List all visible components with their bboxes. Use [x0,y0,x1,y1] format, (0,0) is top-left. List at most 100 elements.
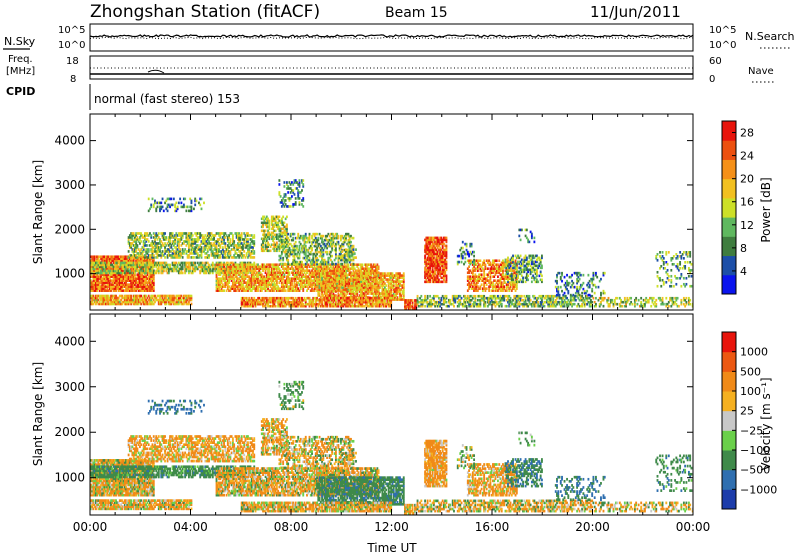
heatmap-cell [172,256,175,259]
heatmap-cell [136,256,139,259]
heatmap-cell [121,289,124,292]
heatmap-cell [121,302,124,306]
heatmap-cell [154,250,156,253]
heatmap-cell [159,250,161,253]
heatmap-cell [341,234,344,238]
heatmap-cell [239,252,242,255]
heatmap-cell [233,267,236,271]
heatmap-cell [147,294,150,298]
heatmap-cell [186,236,189,239]
heatmap-cell [102,265,105,269]
heatmap-cell [249,287,252,290]
heatmap-cell [337,234,340,238]
heatmap-cell [132,256,135,259]
heatmap-cell [132,279,135,282]
heatmap-cell [164,246,166,249]
heatmap-cell [253,252,256,255]
heatmap-cell [190,261,193,265]
heatmap-cell [283,242,286,246]
heatmap-cell [175,209,178,213]
heatmap-cell [249,269,252,273]
heatmap-cell [167,238,170,241]
heatmap-cell [128,298,131,302]
heatmap-cell [103,269,106,273]
heatmap-cell [301,281,303,284]
heatmap-cell [285,243,288,247]
heatmap-cell [306,240,308,244]
heatmap-cell [272,235,275,239]
heatmap-cell [199,250,202,253]
heatmap-cell [170,298,173,302]
heatmap-cell [334,262,337,266]
heatmap-cell [327,286,330,289]
heatmap-cell [161,232,164,235]
nave-dip [147,69,165,74]
heatmap-cell [314,279,317,282]
heatmap-cell [321,234,324,238]
heatmap-cell [331,244,334,248]
heatmap-cell [126,302,129,306]
heatmap-cell [275,289,278,292]
heatmap-cell [297,189,300,192]
heatmap-cell [299,283,302,286]
heatmap-cell [316,248,318,252]
heatmap-cell [348,252,351,256]
heatmap-cell [191,256,194,259]
heatmap-cell [132,273,135,277]
heatmap-cell [137,302,140,306]
heatmap-cell [233,269,236,273]
heatmap-cell [102,273,105,277]
heatmap-cell [112,300,115,304]
heatmap-cell [140,277,143,281]
heatmap-cell [258,273,261,277]
heatmap-cell [133,294,136,298]
heatmap-cell [156,242,159,245]
heatmap-cell [103,289,106,292]
heatmap-cell [270,287,273,290]
heatmap-cell [308,256,311,260]
heatmap-cell [229,277,232,281]
heatmap-cell [177,294,180,298]
heatmap-cell [209,248,212,251]
heatmap-cell [339,269,342,273]
heatmap-cell [233,287,236,290]
heatmap-cell [288,273,291,277]
heatmap-cell [140,255,143,259]
heatmap-cell [142,296,145,300]
heatmap-cell [141,261,144,265]
heatmap-cell [280,242,283,246]
heatmap-cell [90,287,92,290]
heatmap-cell [186,242,189,245]
heatmap-cell [228,236,231,239]
heatmap-cell [176,207,179,211]
heatmap-cell [144,271,146,275]
heatmap-cell [172,236,175,239]
heatmap-cell [347,269,350,273]
heatmap-cell [285,269,288,273]
heatmap-cell [337,288,340,291]
heatmap-cell [313,263,316,267]
heatmap-cell [176,298,179,302]
heatmap-cell [331,278,334,281]
heatmap-cell [149,271,151,275]
heatmap-cell [213,263,215,267]
heatmap-cell [229,289,232,292]
heatmap-cell [267,267,269,271]
heatmap-cell [341,290,344,293]
heatmap-cell [155,252,158,255]
heatmap-cell [249,283,252,286]
heatmap-cell [201,240,204,243]
heatmap-cell [127,300,130,304]
heatmap-cell [331,248,334,252]
heatmap-cell [93,279,96,282]
heatmap-cell [169,254,171,257]
heatmap-cell [103,277,106,281]
heatmap-cell [151,269,154,273]
heatmap-cell [342,240,345,244]
heatmap-cell [115,285,117,288]
heatmap-cell [236,281,239,284]
heatmap-cell [146,263,149,267]
heatmap-cell [337,265,340,269]
heatmap-cell [96,261,99,265]
heatmap-cell [206,269,209,273]
